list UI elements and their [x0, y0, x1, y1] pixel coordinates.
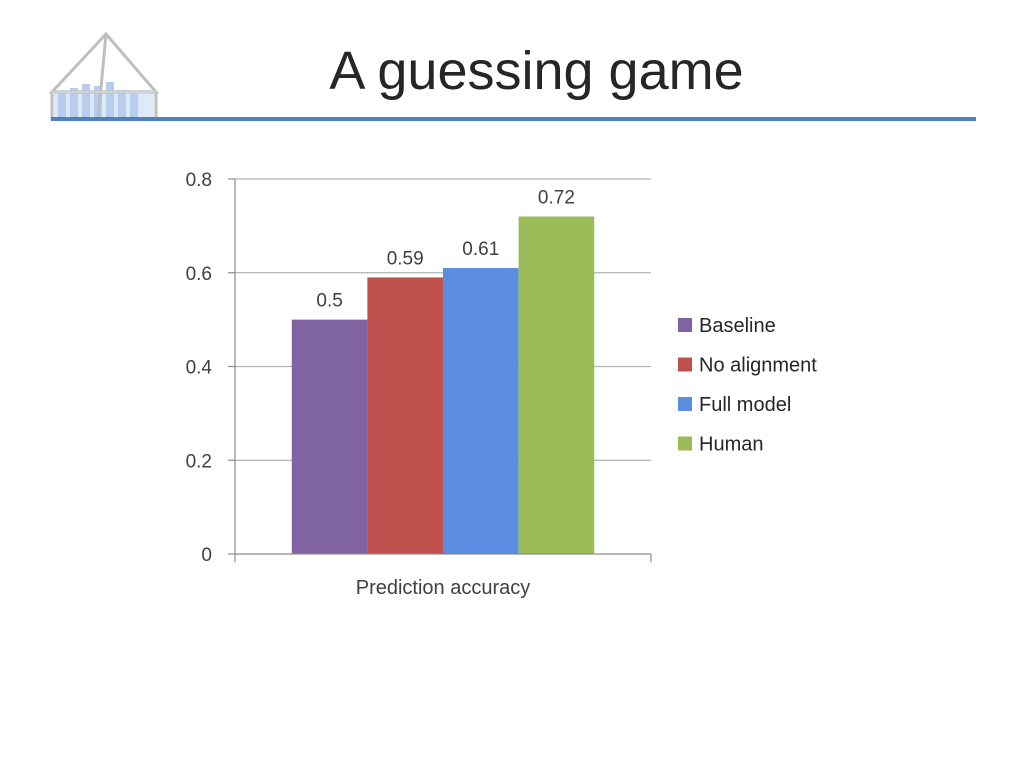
legend-label: Full model	[699, 394, 791, 416]
y-tick-label: 0	[201, 545, 212, 566]
data-label: 0.59	[387, 248, 424, 269]
data-label: 0.72	[538, 188, 575, 209]
legend-label: Baseline	[699, 315, 776, 337]
bar-no-alignment	[367, 277, 443, 554]
bar-baseline	[291, 319, 368, 554]
y-tick-label: 0.4	[186, 358, 213, 379]
legend-swatch	[678, 397, 692, 411]
data-label: 0.5	[316, 291, 342, 312]
y-tick-label: 0.6	[186, 264, 212, 285]
legend-label: No alignment	[699, 355, 817, 377]
slide-title: A guessing game	[329, 41, 744, 101]
y-tick-label: 0.8	[186, 170, 212, 191]
y-tick-label: 0.2	[186, 451, 212, 472]
bar-human	[518, 216, 595, 554]
logo-icon	[48, 31, 160, 121]
legend-label: Human	[699, 434, 763, 456]
legend-swatch	[678, 436, 692, 451]
data-label: 0.61	[462, 239, 499, 260]
title-divider	[51, 117, 976, 121]
bar-full-model	[443, 268, 519, 554]
x-category-label: Prediction accuracy	[356, 577, 531, 599]
legend-swatch	[678, 318, 692, 332]
legend-swatch	[678, 357, 692, 372]
